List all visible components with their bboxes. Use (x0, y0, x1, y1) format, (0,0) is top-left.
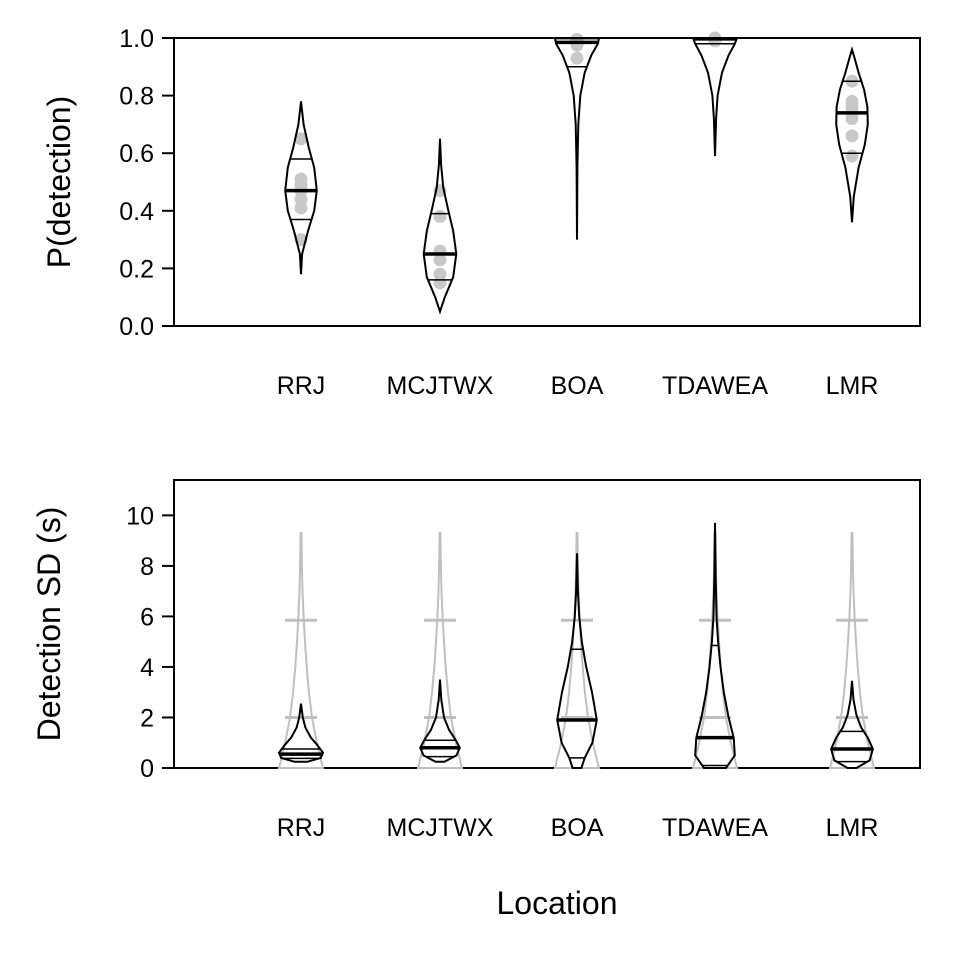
top-data-point (845, 129, 859, 143)
top-x-tick-label: RRJ (277, 372, 326, 400)
detection-probability-panel: 0.0 0.2 0.4 0.6 0.8 1.0 RRJ MCJTWX BOA TDAWEA LMR… (41, 25, 921, 400)
bottom-violins (277, 522, 874, 769)
bottom-prior-violin (416, 532, 464, 769)
top-y-ticks: 0.0 0.2 0.4 0.6 0.8 1.0 (119, 25, 174, 341)
top-violin-mcjtwx (422, 138, 458, 315)
bottom-x-tick-label: LMR (826, 814, 879, 842)
top-x-tick-label: LMR (826, 372, 879, 400)
bottom-x-tick-label: BOA (551, 814, 604, 842)
bottom-violin-tdawea (694, 522, 736, 769)
top-y-axis-title: P(detection) (41, 96, 77, 269)
top-violin-tdawea (691, 37, 739, 157)
top-violin-rrj (284, 101, 318, 275)
x-axis-title: Location (497, 885, 618, 921)
detection-sd-panel: 0 2 4 6 8 10 RRJ MCJTWX BOA TDAWEA LMR Detection … (31, 479, 921, 921)
bottom-violin-mcjtwx (419, 679, 461, 763)
top-y-tick-label: 0.4 (119, 198, 154, 226)
bottom-violin-boa (556, 553, 598, 769)
top-x-tick-label: TDAWEA (662, 372, 768, 400)
bottom-prior-violin (277, 532, 325, 769)
top-y-tick-label: 0.2 (119, 255, 154, 283)
bottom-y-tick-label: 8 (140, 553, 154, 581)
bottom-plot-frame (173, 479, 921, 769)
bottom-prior-violins (277, 532, 876, 769)
bottom-prior-violin (828, 532, 876, 769)
top-data-point (845, 149, 859, 163)
top-violin-boa (553, 37, 601, 240)
top-x-tick-labels: RRJ MCJTWX BOA TDAWEA LMR (277, 372, 879, 400)
top-x-tick-label: BOA (551, 372, 604, 400)
top-data-point (433, 267, 447, 281)
top-data-point (294, 172, 308, 186)
top-violin-lmr (835, 46, 869, 223)
bottom-x-tick-label: MCJTWX (387, 814, 494, 842)
top-data-point (433, 210, 447, 224)
bottom-prior-violin (553, 532, 601, 769)
top-y-tick-label: 0.8 (119, 83, 154, 111)
top-violins (284, 31, 869, 315)
bottom-x-tick-label: RRJ (277, 814, 326, 842)
top-data-point (294, 132, 308, 146)
bottom-y-tick-label: 10 (126, 502, 154, 530)
bottom-y-axis-title: Detection SD (s) (31, 507, 67, 742)
bottom-violin-lmr (830, 680, 874, 769)
top-y-tick-label: 0.6 (119, 140, 154, 168)
bottom-x-tick-label: TDAWEA (662, 814, 768, 842)
bottom-x-tick-labels: RRJ MCJTWX BOA TDAWEA LMR (277, 814, 879, 842)
bottom-y-tick-label: 2 (140, 704, 154, 732)
top-y-tick-label: 0.0 (119, 313, 154, 341)
bottom-y-tick-label: 0 (140, 755, 154, 783)
bottom-y-tick-label: 4 (140, 654, 154, 682)
top-data-point (845, 94, 859, 108)
top-y-tick-label: 1.0 (119, 25, 154, 53)
top-data-point (570, 51, 584, 65)
bottom-y-ticks: 0 2 4 6 8 10 (126, 502, 174, 783)
bottom-y-tick-label: 6 (140, 603, 154, 631)
top-x-tick-label: MCJTWX (387, 372, 494, 400)
